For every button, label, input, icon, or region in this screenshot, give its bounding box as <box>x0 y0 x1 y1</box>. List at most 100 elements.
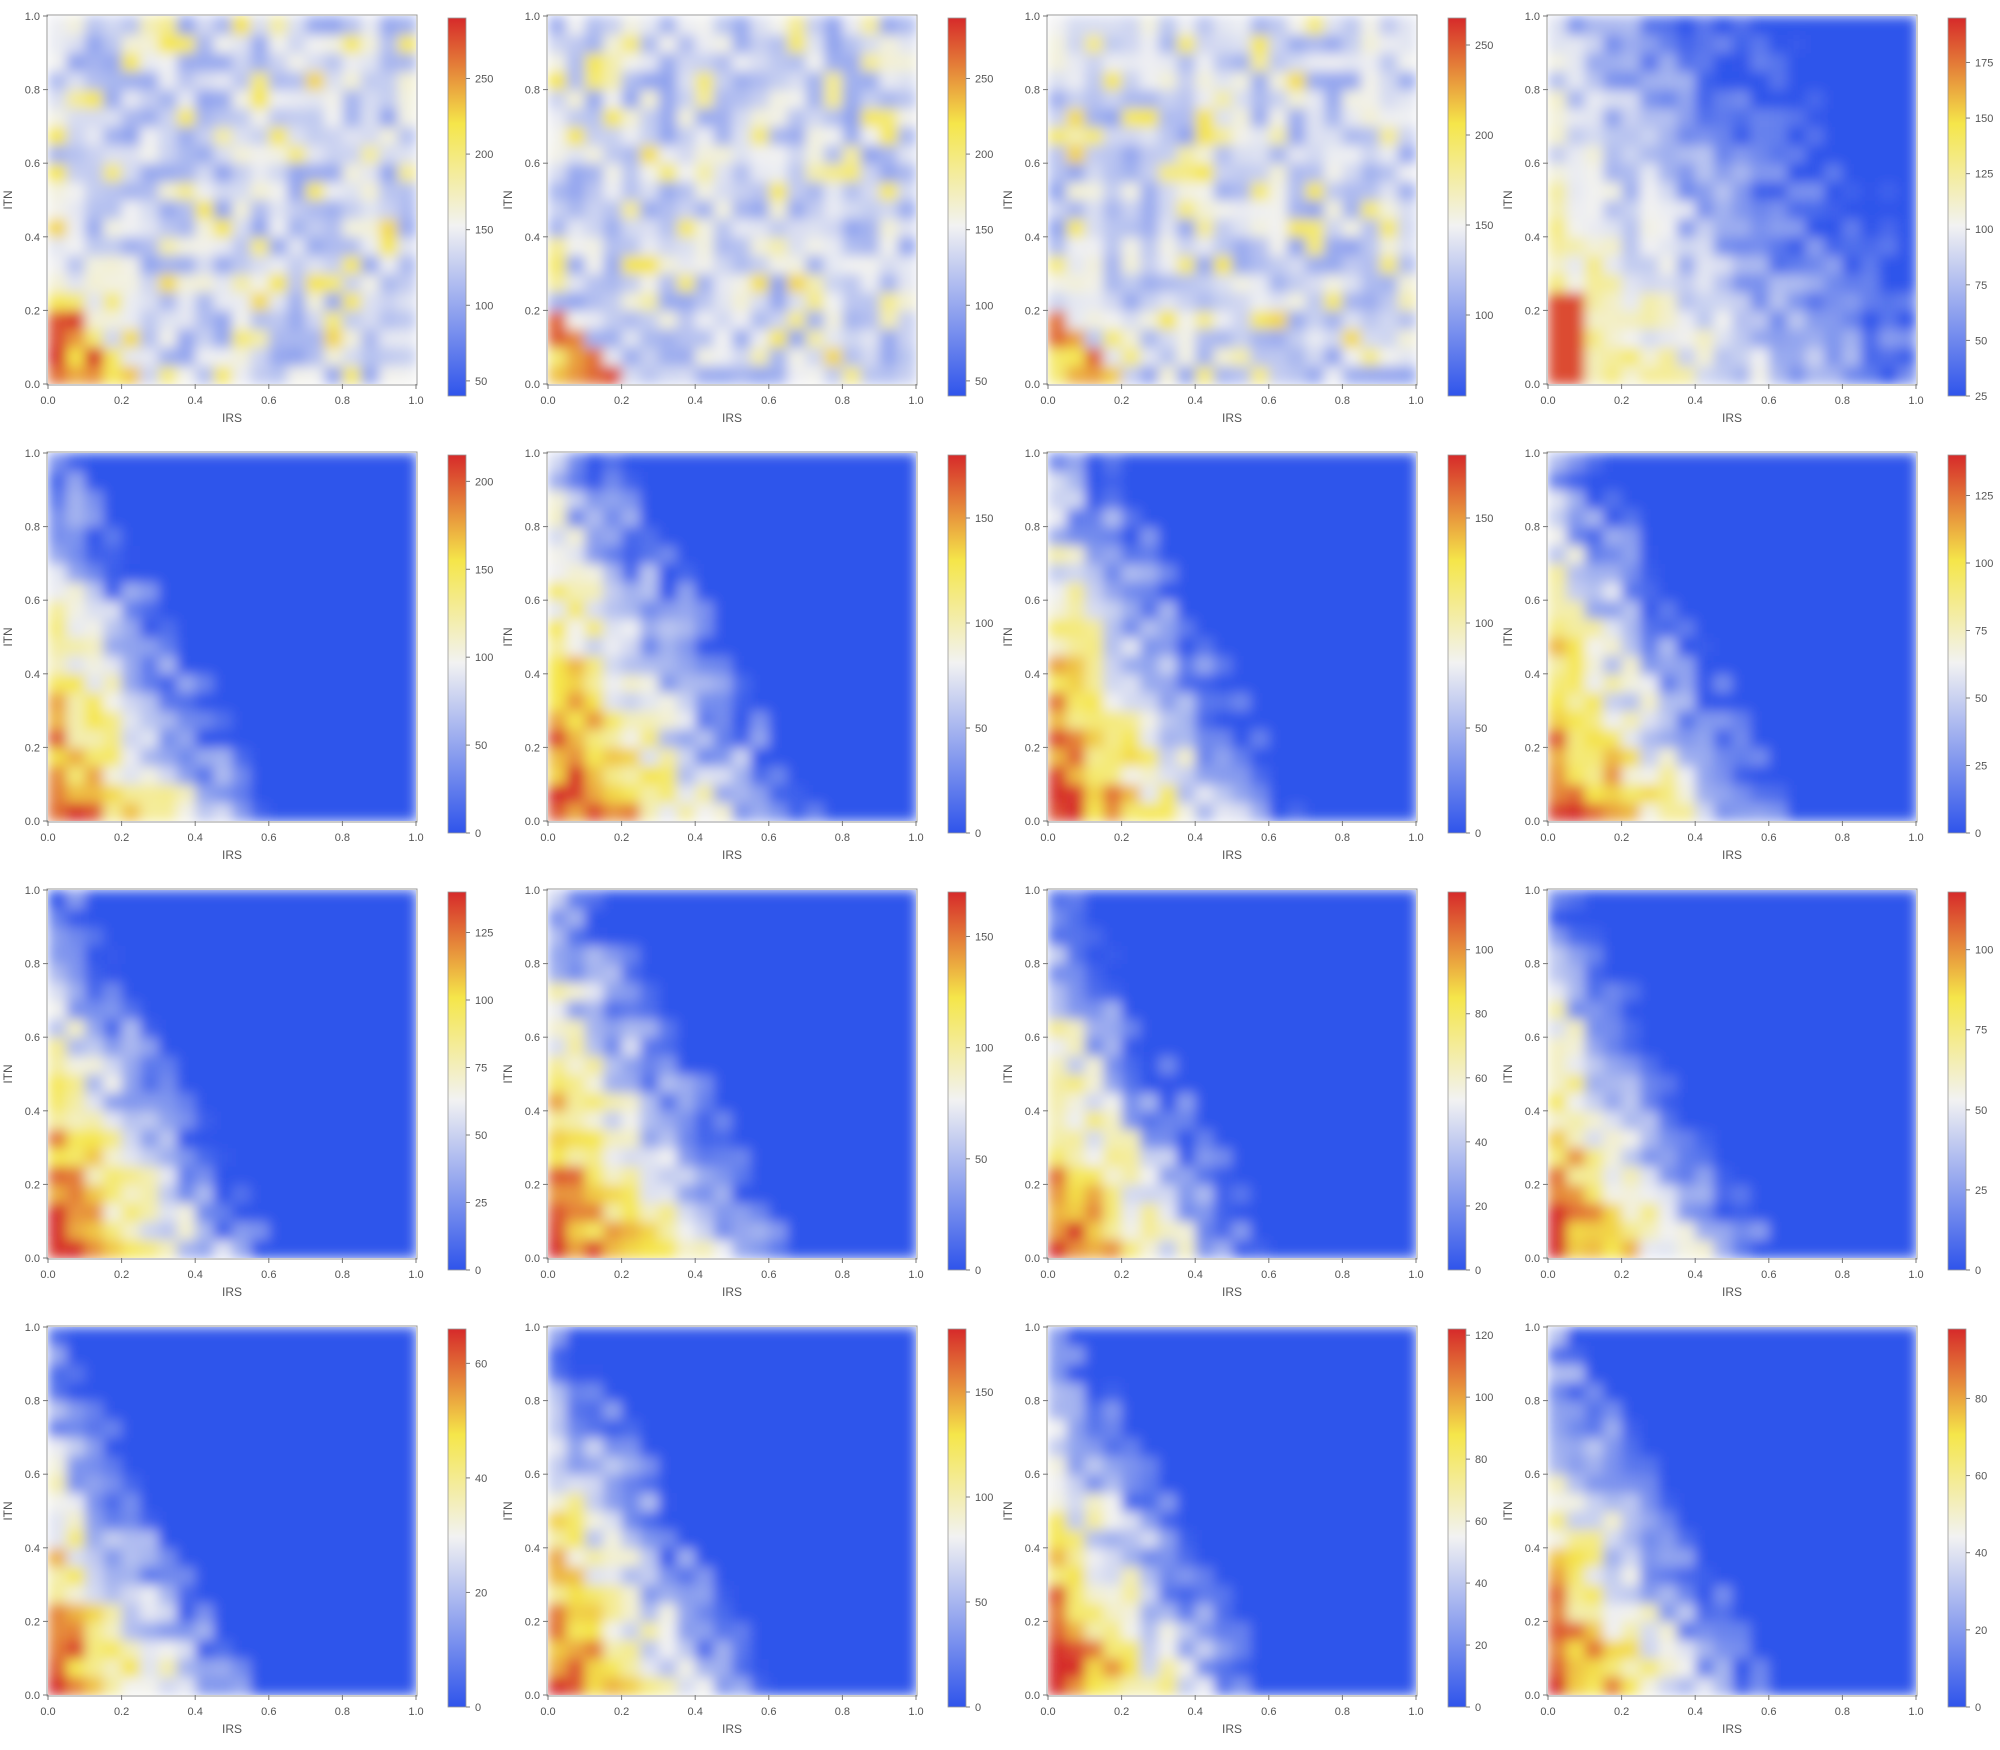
heat-cell <box>861 34 880 53</box>
heat-cell <box>324 145 343 164</box>
heat-cell <box>677 200 696 219</box>
heat-cell <box>1898 255 1917 274</box>
heat-cell <box>1103 53 1122 72</box>
heat-cell <box>622 619 641 638</box>
heat-cell <box>603 619 622 638</box>
heat-cell <box>1214 563 1233 582</box>
heat-cell <box>1361 292 1380 311</box>
heat-cell <box>1122 1221 1141 1240</box>
heat-cell <box>566 766 585 785</box>
heat-cell <box>232 711 251 730</box>
heat-cell <box>1177 674 1196 693</box>
heat-cell <box>1398 471 1417 490</box>
heat-cell <box>1603 784 1622 803</box>
heat-cell <box>1566 711 1585 730</box>
heat-cell <box>306 90 325 109</box>
heat-cell <box>1306 329 1325 348</box>
heat-cell <box>1250 34 1269 53</box>
colorbar <box>1448 455 1466 833</box>
heat-cell <box>103 964 122 983</box>
heat-cell <box>1324 563 1343 582</box>
heat-cell <box>1566 366 1585 385</box>
heat-cell <box>85 655 104 674</box>
heat-cell <box>1861 729 1880 748</box>
heat-cell <box>1103 182 1122 201</box>
heat-cell <box>1214 1037 1233 1056</box>
heat-cell <box>898 292 917 311</box>
heat-cell <box>898 582 917 601</box>
heat-cell <box>214 1000 233 1019</box>
heat-cell <box>806 34 825 53</box>
heat-cell <box>324 53 343 72</box>
heat-cell <box>122 1074 141 1093</box>
heat-cell <box>1842 145 1861 164</box>
heat-cell <box>548 711 567 730</box>
heat-cell <box>1342 274 1361 293</box>
heat-cell <box>214 163 233 182</box>
heat-cell <box>1548 637 1567 656</box>
heat-cell <box>324 218 343 237</box>
heat-cell <box>1603 527 1622 546</box>
heat-cell <box>342 582 361 601</box>
heat-cell <box>787 1056 806 1075</box>
heat-cell <box>1140 1000 1159 1019</box>
heat-cell <box>287 126 306 145</box>
heat-cell <box>1379 711 1398 730</box>
heat-cell <box>1342 964 1361 983</box>
heat-cell <box>1566 582 1585 601</box>
heat-cell <box>714 964 733 983</box>
y-tick-label: 0.4 <box>1525 232 1540 244</box>
heat-cell <box>1879 490 1898 509</box>
heat-cell <box>566 692 585 711</box>
heat-cell <box>1361 563 1380 582</box>
heat-cell <box>1603 982 1622 1001</box>
heat-cell <box>732 1037 751 1056</box>
heat-cell <box>1361 1148 1380 1167</box>
heat-cell <box>695 674 714 693</box>
heat-cell <box>1677 784 1696 803</box>
heat-cell <box>824 366 843 385</box>
heat-cell <box>1066 674 1085 693</box>
heat-cell <box>1048 729 1067 748</box>
heat-cell <box>1603 1221 1622 1240</box>
heat-cell <box>1787 545 1806 564</box>
heat-cell <box>324 471 343 490</box>
heat-cell <box>1603 163 1622 182</box>
heat-cell <box>1548 1056 1567 1075</box>
heat-cell <box>177 527 196 546</box>
heat-cell <box>658 71 677 90</box>
heat-cell <box>622 637 641 656</box>
heat-cell <box>548 1000 567 1019</box>
heat-cell <box>1342 1037 1361 1056</box>
heat-cell <box>1585 1129 1604 1148</box>
heat-cell <box>1342 145 1361 164</box>
heat-cell <box>1842 108 1861 127</box>
heat-cell <box>1548 347 1567 366</box>
heat-cell <box>195 600 214 619</box>
heat-cell <box>195 1129 214 1148</box>
heat-cell <box>1787 255 1806 274</box>
heat-cell <box>879 53 898 72</box>
heat-cell <box>1361 890 1380 909</box>
heat-cell <box>714 711 733 730</box>
heat-cell <box>1750 729 1769 748</box>
heat-cell <box>66 90 85 109</box>
colorbar-tick-label: 200 <box>1475 130 1493 142</box>
heat-cell <box>1361 1203 1380 1222</box>
heat-cell <box>622 310 641 329</box>
heat-cell <box>714 1184 733 1203</box>
heat-cell <box>1324 619 1343 638</box>
heat-cell <box>879 655 898 674</box>
heat-cell <box>1787 310 1806 329</box>
heat-cell <box>306 182 325 201</box>
heat-cell <box>1787 329 1806 348</box>
heat-cell <box>898 347 917 366</box>
heat-cell <box>1714 471 1733 490</box>
heat-cell <box>1324 508 1343 527</box>
heat-cell <box>103 1240 122 1259</box>
heat-cell <box>677 1019 696 1038</box>
heat-cell <box>1287 692 1306 711</box>
heat-cell <box>48 292 67 311</box>
heat-cell <box>787 711 806 730</box>
heat-cell <box>714 527 733 546</box>
